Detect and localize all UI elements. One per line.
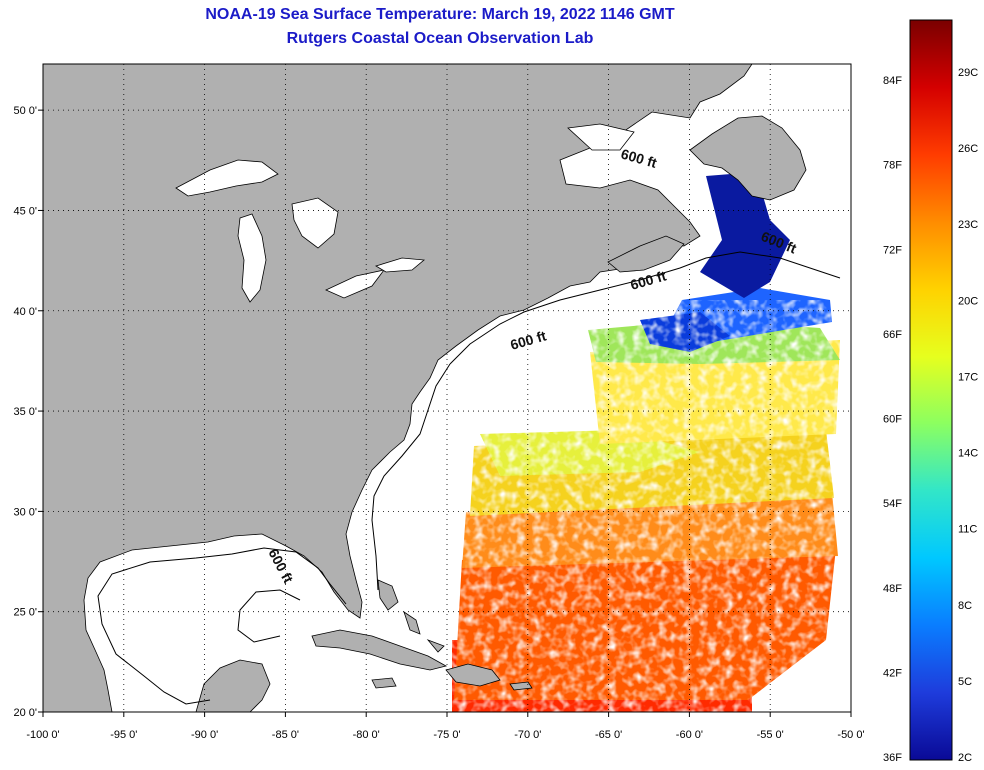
colorbar-celsius-label: 26C xyxy=(958,143,978,155)
lon-tick-label: -55 0' xyxy=(757,729,784,741)
colorbar-fahrenheit-label: 84F xyxy=(883,75,902,87)
colorbar-fahrenheit-label: 60F xyxy=(883,414,902,426)
st-lawrence-gulf xyxy=(567,123,635,151)
lon-tick-label: -90 0' xyxy=(191,729,218,741)
lon-tick-label: -85 0' xyxy=(272,729,299,741)
colorbar-celsius-label: 5C xyxy=(958,676,972,688)
lake-michigan xyxy=(237,213,267,303)
lat-tick-label: 25 0' xyxy=(13,607,37,619)
colorbar-celsius-label: 29C xyxy=(958,67,978,79)
colorbar-celsius-label: 14C xyxy=(958,448,978,460)
lat-tick-label: 30 0' xyxy=(13,506,37,518)
isobath-atlantic xyxy=(449,251,841,365)
hispaniola xyxy=(445,663,501,687)
lon-tick-label: -95 0' xyxy=(110,729,137,741)
colorbar-fahrenheit-label: 48F xyxy=(883,583,902,595)
colorbar-fahrenheit-label: 42F xyxy=(883,667,902,679)
puerto-rico xyxy=(509,681,533,691)
isobath-southeast xyxy=(371,363,451,591)
lat-tick-label: 50 0' xyxy=(13,105,37,117)
lon-tick-label: -70 0' xyxy=(514,729,541,741)
colorbar-swatch xyxy=(909,19,953,761)
lon-tick-label: -50 0' xyxy=(837,729,864,741)
grid-lines xyxy=(43,64,851,712)
colorbar-celsius-label: 11C xyxy=(958,524,977,536)
longitude-axis: -100 0' -95 0' -90 0' -85 0' -80 0' -75 0' -70… xyxy=(26,712,865,741)
lake-superior xyxy=(175,159,279,197)
isobath-gulf xyxy=(97,547,347,705)
lat-tick-label: 40 0' xyxy=(13,306,37,318)
bahamas xyxy=(377,579,445,653)
sst-data-field xyxy=(450,172,850,712)
sst-band-labrador xyxy=(700,172,790,298)
colorbar-fahrenheit-scale: 84F 78F 72F 66F 60F 54F 48F 42F 36F xyxy=(883,75,902,764)
isobath-gulf-inner xyxy=(237,589,301,643)
colorbar-celsius-label: 17C xyxy=(958,371,978,383)
lat-tick-label: 45 0' xyxy=(13,205,37,217)
north-america-land xyxy=(43,64,753,712)
colorbar-fahrenheit-label: 78F xyxy=(883,160,902,172)
colorbar-celsius-scale: 29C 26C 23C 20C 17C 14C 11C 8C 5C 2C xyxy=(958,67,978,764)
colorbar-celsius-label: 2C xyxy=(958,752,972,764)
lon-tick-label: -60 0' xyxy=(676,729,703,741)
nova-scotia xyxy=(607,235,685,273)
colorbar-celsius-label: 20C xyxy=(958,295,978,307)
lon-tick-label: -100 0' xyxy=(26,729,59,741)
colorbar: 84F 78F 72F 66F 60F 54F 48F 42F 36F 29C 26C 23C 20C… xyxy=(883,19,978,764)
colorbar-fahrenheit-label: 72F xyxy=(883,244,902,256)
lon-tick-label: -80 0' xyxy=(353,729,380,741)
colorbar-celsius-label: 23C xyxy=(958,219,978,231)
lat-tick-label: 20 0' xyxy=(13,707,37,719)
yucatan xyxy=(195,659,271,712)
colorbar-fahrenheit-label: 36F xyxy=(883,752,902,764)
lon-tick-label: -65 0' xyxy=(595,729,622,741)
lake-ontario xyxy=(375,257,425,273)
isobath-contours xyxy=(97,251,841,705)
colorbar-fahrenheit-label: 66F xyxy=(883,329,902,341)
colorbar-celsius-label: 8C xyxy=(958,600,972,612)
land-masses xyxy=(43,64,807,712)
cuba xyxy=(311,629,448,671)
lake-erie xyxy=(325,269,385,299)
sst-texture xyxy=(450,300,850,712)
latitude-axis: 50 0' 45 0' 40 0' 35 0' 30 0' 25 0' 20 0' xyxy=(13,105,43,719)
title-line-2: Rutgers Coastal Ocean Observation Lab xyxy=(286,30,594,47)
title-line-1: NOAA-19 Sea Surface Temperature: March 1… xyxy=(205,6,675,23)
jamaica xyxy=(371,677,397,689)
newfoundland xyxy=(689,115,807,201)
lon-tick-label: -75 0' xyxy=(433,729,460,741)
colorbar-fahrenheit-label: 54F xyxy=(883,498,902,510)
lat-tick-label: 35 0' xyxy=(13,406,37,418)
